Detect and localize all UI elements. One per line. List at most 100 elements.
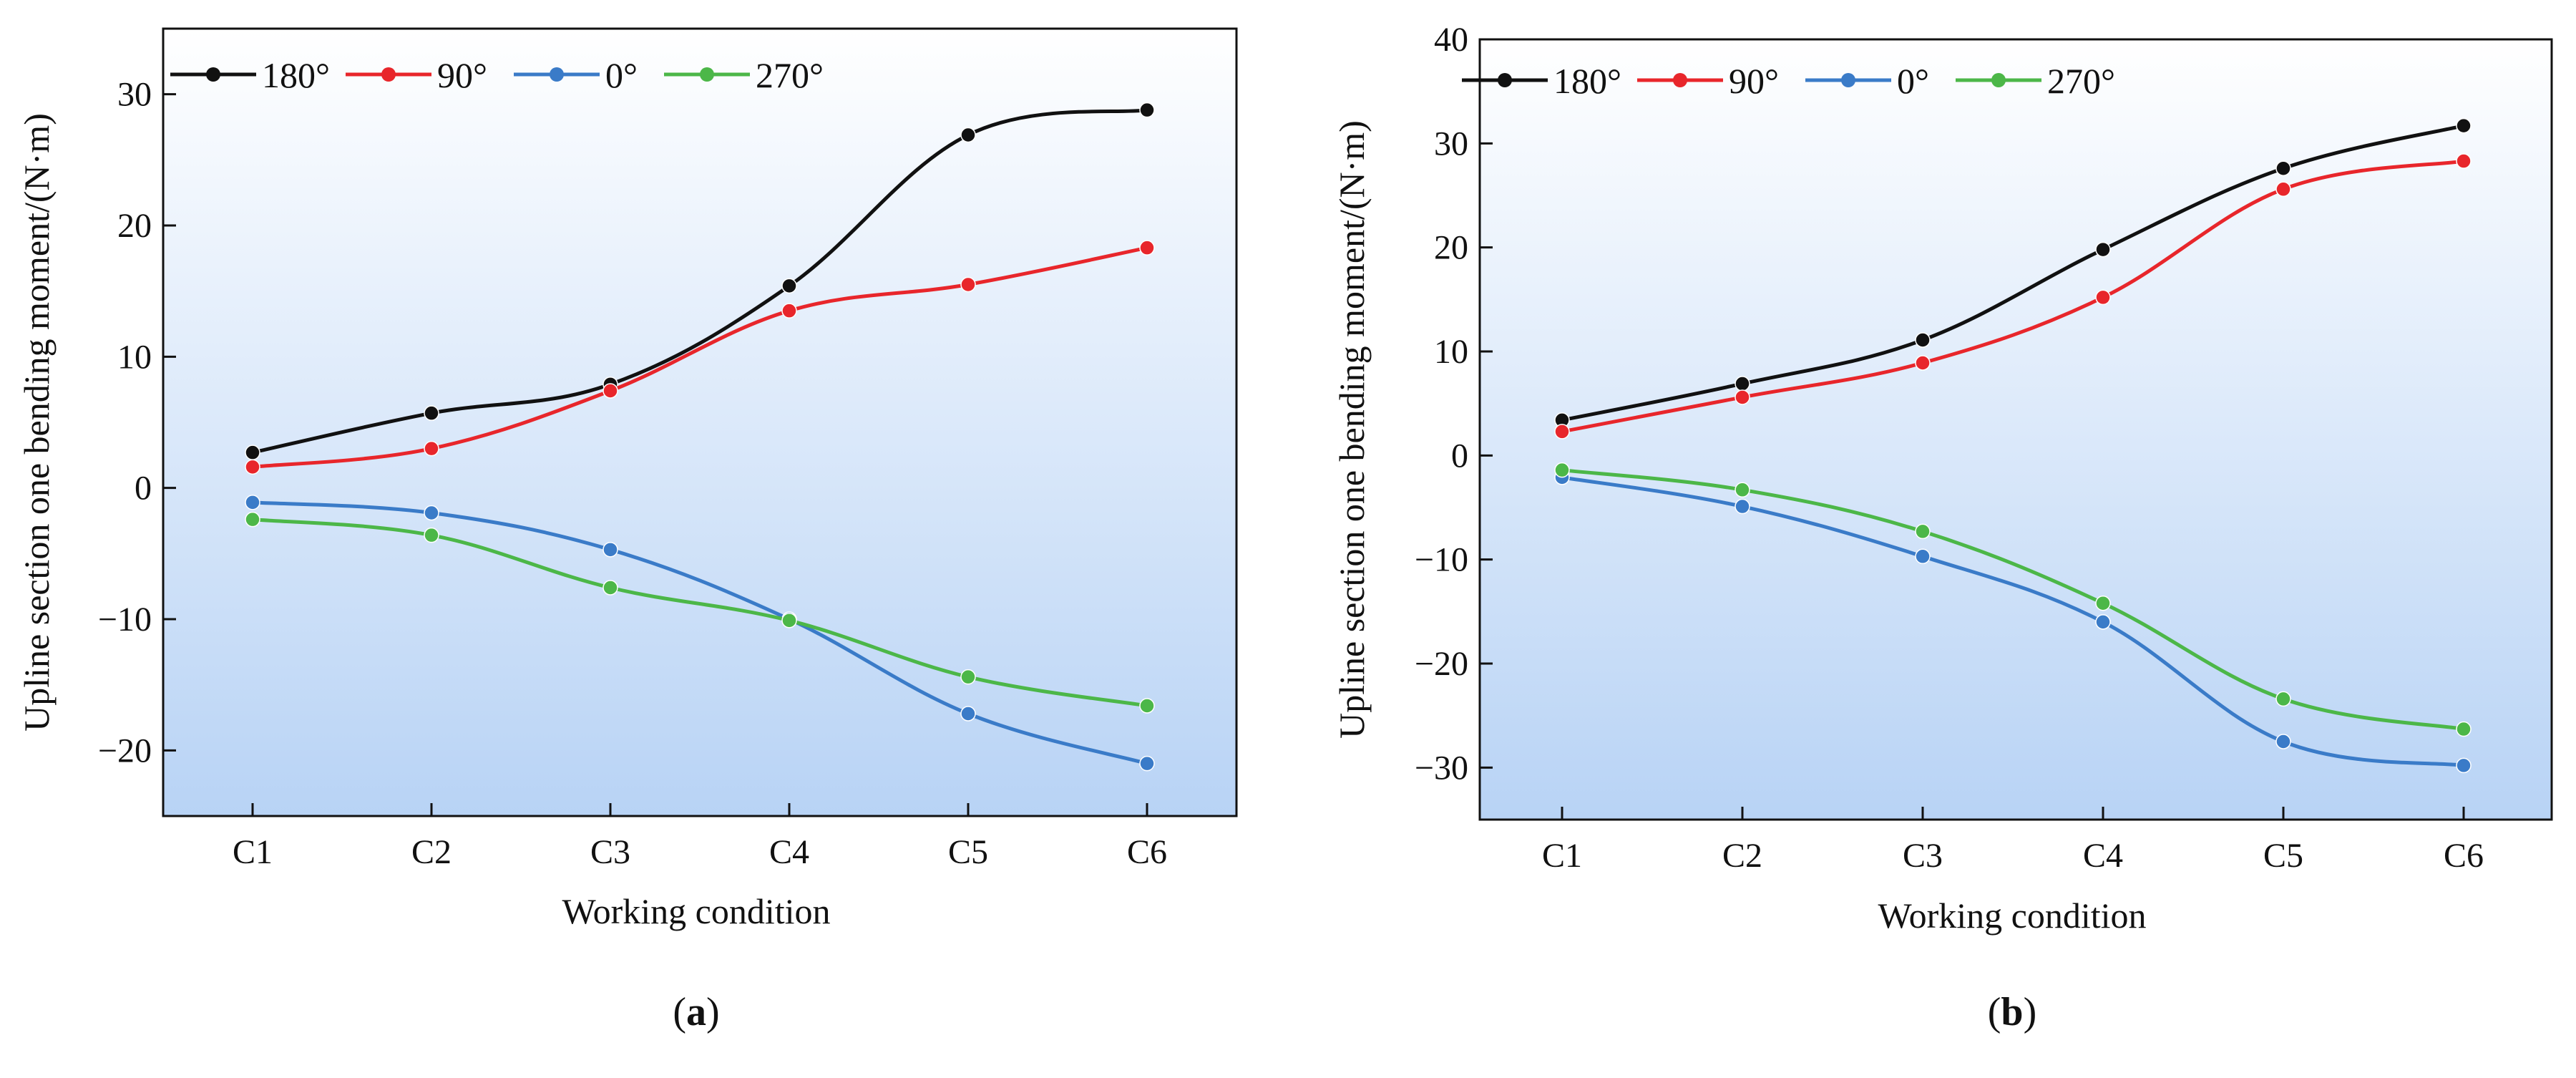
x-tick-label: C2 xyxy=(1722,837,1762,875)
legend-entry: 0° xyxy=(1805,61,1929,101)
y-tick-label: 0 xyxy=(1451,437,1468,475)
panel-label-letter: b xyxy=(2001,990,2023,1034)
data-point xyxy=(2095,241,2111,258)
legend-swatch-marker xyxy=(206,67,220,82)
data-point xyxy=(1139,102,1155,118)
data-point xyxy=(1915,523,1931,540)
data-point xyxy=(960,276,976,293)
data-point xyxy=(1554,462,1570,478)
legend: 180° 90° 0° 270° xyxy=(1462,61,2115,101)
panel-label: (b) xyxy=(1988,990,2036,1034)
x-tick-label: C6 xyxy=(2444,837,2484,875)
series-line xyxy=(1560,468,2466,732)
x-tick-label: C1 xyxy=(233,833,273,871)
chart-panel-b: −30 −20 −10 0 10 20 30 40 C1 C2 C3 C4 C5 C6 180° 90° 0° 2… xyxy=(1332,21,2553,1034)
legend-swatch-marker xyxy=(1673,73,1687,87)
series-90deg xyxy=(245,240,1155,475)
data-point xyxy=(1915,548,1931,565)
legend-swatch-marker xyxy=(1498,73,1512,87)
data-point xyxy=(1915,332,1931,348)
series-line xyxy=(250,246,1149,469)
y-tick-label: −10 xyxy=(98,601,152,638)
data-point xyxy=(2456,117,2472,134)
data-point xyxy=(2275,181,2291,198)
data-point xyxy=(960,706,976,722)
y-tick-label: −30 xyxy=(1415,749,1468,787)
data-point xyxy=(1139,698,1155,714)
legend-label: 180° xyxy=(262,55,330,95)
y-tick-label: −10 xyxy=(1415,541,1468,579)
data-point xyxy=(781,278,797,294)
data-point xyxy=(960,127,976,143)
panel-label: (a) xyxy=(673,990,719,1034)
y-axis-label: Upline section one bending moment/(N·m) xyxy=(1332,120,1372,739)
panel-label-letter: a xyxy=(686,990,706,1034)
y-tick-label: 20 xyxy=(117,207,152,245)
legend: 180° 90° 0° 270° xyxy=(170,55,824,95)
y-tick-label: −20 xyxy=(1415,645,1468,683)
x-axis-label: Working condition xyxy=(1878,895,2146,936)
data-point xyxy=(245,495,260,510)
x-tick-label: C5 xyxy=(948,833,988,871)
y-tick-label: 30 xyxy=(117,76,152,114)
series-line xyxy=(1560,475,2466,767)
panel-label-open-paren: ( xyxy=(1988,990,2001,1034)
data-point xyxy=(602,542,618,558)
y-tick-label: 30 xyxy=(1434,125,1468,162)
series-270deg xyxy=(245,511,1155,714)
data-point xyxy=(2456,153,2472,169)
legend-entry: 180° xyxy=(1462,61,1621,101)
data-point xyxy=(781,613,797,628)
series-line xyxy=(1560,159,2466,434)
legend-entry: 90° xyxy=(1637,61,1779,101)
data-point xyxy=(1915,355,1931,371)
data-point xyxy=(424,405,439,421)
legend-label: 0° xyxy=(1897,61,1929,101)
legend-swatch-marker xyxy=(550,67,564,82)
data-point xyxy=(2095,289,2111,306)
legend-label: 180° xyxy=(1553,61,1621,101)
data-point xyxy=(245,459,260,475)
plot-background xyxy=(163,29,1236,816)
data-point xyxy=(602,580,618,596)
data-point xyxy=(2095,595,2111,611)
y-tick-label: 10 xyxy=(117,338,152,376)
series-line xyxy=(250,500,1149,766)
y-tick-label: 0 xyxy=(135,470,152,508)
data-point xyxy=(1735,389,1750,405)
legend-swatch-marker xyxy=(381,67,396,82)
legend-entry: 180° xyxy=(170,55,330,95)
x-tick-label: C6 xyxy=(1127,833,1167,871)
series-line xyxy=(1560,124,2466,422)
data-point xyxy=(602,383,618,399)
plot-background xyxy=(1480,39,2552,820)
series-0deg xyxy=(1554,470,2472,774)
x-tick-label: C2 xyxy=(411,833,452,871)
chart-panel-a: −20 −10 0 10 20 30 C1 C2 C3 C4 C5 C6 180° 90° 0° 270° Wo… xyxy=(16,27,1238,1034)
legend-entry: 270° xyxy=(1956,61,2115,101)
data-point xyxy=(2095,614,2111,630)
x-tick-label: C3 xyxy=(1903,837,1943,875)
data-point xyxy=(781,303,797,319)
legend-entry: 0° xyxy=(514,55,638,95)
data-point xyxy=(1735,376,1750,392)
data-point xyxy=(1139,755,1155,772)
legend-entry: 270° xyxy=(664,55,824,95)
legend-swatch-marker xyxy=(700,67,714,82)
data-point xyxy=(245,511,260,528)
x-tick-label: C3 xyxy=(590,833,630,871)
data-point xyxy=(424,440,439,457)
legend-label: 90° xyxy=(1729,61,1779,101)
y-axis-label: Upline section one bending moment/(N·m) xyxy=(16,113,57,732)
data-point xyxy=(960,669,976,685)
data-point xyxy=(424,527,439,543)
data-point xyxy=(1735,482,1750,498)
data-point xyxy=(2456,721,2472,737)
x-tick-label: C4 xyxy=(2083,837,2123,875)
y-tick-label: 10 xyxy=(1434,333,1468,371)
legend-label: 270° xyxy=(2047,61,2115,101)
panel-label-close-paren: ) xyxy=(706,990,720,1034)
x-axis-label: Working condition xyxy=(562,891,830,931)
series-180deg xyxy=(245,102,1155,460)
x-tick-label: C5 xyxy=(2263,837,2303,875)
